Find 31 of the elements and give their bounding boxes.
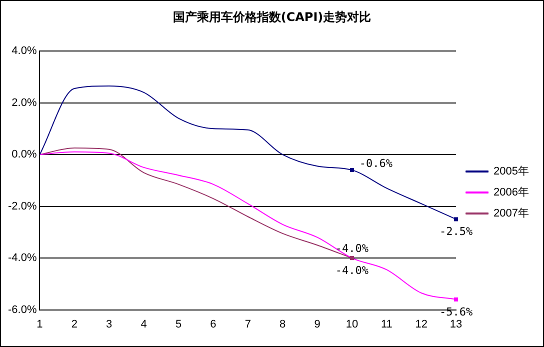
y-tick-label: -4.0% bbox=[8, 252, 37, 264]
point bbox=[454, 217, 458, 222]
data-label: -4.0% bbox=[335, 264, 369, 278]
x-tick-label: 5 bbox=[175, 318, 182, 330]
x-tick-label: 2 bbox=[71, 318, 78, 330]
y-tick-label: 0.0% bbox=[12, 148, 37, 161]
x-tick-label: 4 bbox=[140, 318, 147, 330]
y-tick-label: 2.0% bbox=[12, 96, 37, 109]
y-tick-label: -6.0% bbox=[8, 304, 37, 316]
x-tick-label: 6 bbox=[210, 318, 216, 330]
x-tick-label: 7 bbox=[244, 318, 251, 330]
x-tick-label: 1 bbox=[36, 318, 43, 330]
point bbox=[454, 297, 458, 302]
data-label: -4.0% bbox=[335, 242, 369, 256]
x-tick-label: 13 bbox=[450, 318, 462, 330]
x-tick-label: 10 bbox=[346, 318, 358, 330]
legend-label: 2007年 bbox=[494, 208, 530, 220]
data-label: -2.5% bbox=[439, 225, 473, 238]
x-tick-label: 11 bbox=[380, 318, 392, 330]
legend-label: 2005年 bbox=[494, 166, 530, 178]
y-tick-label: -2.0% bbox=[8, 200, 37, 212]
legend-label: 2006年 bbox=[494, 186, 530, 199]
data-label: -0.6% bbox=[359, 157, 393, 170]
point bbox=[350, 168, 354, 172]
chart-title: 国产乘用车价格指数(CAPI)走势对比 bbox=[172, 9, 372, 26]
y-tick-label: 4.0% bbox=[12, 45, 37, 58]
data-label: -5.6% bbox=[439, 305, 473, 318]
x-tick-label: 3 bbox=[106, 318, 112, 330]
x-tick-label: 9 bbox=[314, 318, 320, 330]
x-tick-label: 8 bbox=[280, 318, 286, 330]
x-tick-label: 12 bbox=[415, 318, 428, 330]
